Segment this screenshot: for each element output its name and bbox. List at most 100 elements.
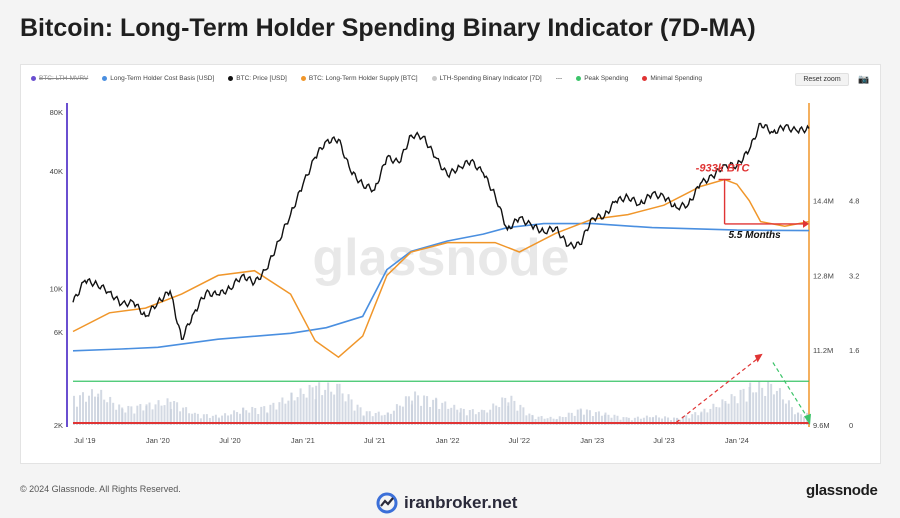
indicator-bar — [330, 391, 333, 425]
indicator-bar — [318, 382, 321, 425]
indicator-bar — [627, 417, 630, 425]
indicator-bar — [513, 400, 516, 425]
legend-item[interactable]: BTC: Price [USD] — [228, 75, 287, 82]
indicator-bar — [661, 418, 664, 425]
indicator-bar — [510, 395, 513, 425]
indicator-bar — [761, 387, 764, 425]
indicator-bar — [347, 394, 350, 425]
indicator-bar — [709, 408, 712, 425]
x-axis-tick-label: Jan '20 — [146, 436, 170, 445]
indicator-bar — [739, 389, 742, 425]
indicator-bar — [365, 411, 368, 425]
indicator-bar — [784, 403, 787, 425]
supply-axis-tick-label: 12.8M — [813, 271, 834, 280]
falling-arrow-head-icon — [804, 413, 811, 425]
indicator-bar — [166, 398, 169, 425]
indicator-bar — [507, 402, 510, 425]
indicator-bar — [633, 417, 636, 425]
indicator-bar — [139, 404, 142, 425]
indicator-bar — [103, 399, 106, 425]
legend-label: BTC: LTH-MVRV — [39, 74, 89, 82]
indicator-bar — [248, 412, 251, 425]
indicator-bar — [468, 410, 471, 425]
indicator-bar — [525, 415, 528, 425]
indicator-bar — [642, 417, 645, 425]
supply-axis-tick-label: 14.4M — [813, 197, 834, 206]
indicator-bar — [764, 395, 767, 425]
indicator-bar — [350, 399, 353, 425]
legend-item[interactable]: Peak Spending — [576, 75, 628, 82]
indicator-bar — [185, 407, 188, 425]
indicator-bar — [202, 414, 205, 425]
camera-icon[interactable]: 📷 — [858, 74, 870, 84]
indicator-bar — [327, 382, 330, 425]
indicator-bar — [742, 388, 745, 425]
indicator-bar — [483, 410, 486, 425]
indicator-bar — [758, 381, 761, 425]
legend-label: BTC: Long-Term Holder Supply [BTC] — [308, 74, 418, 82]
reset-zoom-button[interactable]: Reset zoom — [795, 73, 849, 86]
indicator-bar — [456, 409, 459, 425]
indicator-bar — [299, 388, 302, 425]
indicator-bar — [293, 400, 296, 425]
legend-label: Minimal Spending — [650, 74, 702, 82]
indicator-bar — [492, 403, 495, 425]
indicator-bar — [755, 392, 758, 425]
indicator-bar — [652, 416, 655, 425]
indicator-bar — [703, 408, 706, 425]
legend-item[interactable]: BTC: Long-Term Holder Supply [BTC] — [300, 74, 418, 82]
indicator-bar — [576, 409, 579, 425]
indicator-bar — [691, 414, 694, 425]
indicator-bar — [607, 414, 610, 425]
indicator-bar — [115, 409, 118, 425]
indicator-bar — [616, 415, 619, 425]
legend-label: BTC: Price [USD] — [236, 74, 287, 82]
legend-dot-icon — [576, 75, 582, 81]
indicator-bar — [284, 403, 287, 425]
indicator-bar — [727, 403, 730, 425]
legend-item[interactable]: --- — [556, 75, 563, 82]
indicator-bar — [254, 408, 257, 425]
legend-item[interactable]: Long-Term Holder Cost Basis [USD] — [102, 75, 214, 82]
indicator-bar — [196, 413, 199, 425]
legend-item[interactable]: Minimal Spending — [642, 75, 702, 82]
indicator-bar — [700, 411, 703, 425]
indicator-bar — [501, 397, 504, 425]
indicator-bar — [109, 396, 112, 425]
indicator-bar — [736, 403, 739, 425]
indicator-bar — [528, 413, 531, 425]
indicator-bar — [296, 397, 299, 425]
indicator-bar — [121, 408, 124, 425]
page-title: Bitcoin: Long-Term Holder Spending Binar… — [20, 14, 756, 42]
indicator-bar — [673, 417, 676, 425]
indicator-bar — [770, 383, 773, 425]
indicator-bar — [227, 415, 230, 425]
indicator-bar — [426, 396, 429, 425]
indicator-bar — [522, 407, 525, 425]
left-axis-tick-label: 6K — [54, 328, 63, 337]
duration-annotation-label: 5.5 Months — [728, 230, 781, 241]
indicator-bar — [395, 404, 398, 425]
legend-item[interactable]: LTH-Spending Binary Indicator [7D] — [431, 75, 542, 82]
indicator-bar — [157, 400, 160, 425]
indicator-bar — [772, 394, 775, 425]
indicator-bar — [486, 412, 489, 425]
indicator-bar — [272, 402, 275, 425]
legend-item[interactable]: BTC: LTH-MVRV — [31, 75, 88, 82]
indicator-bar — [597, 411, 600, 425]
indicator-bar — [800, 414, 803, 425]
indicator-bar — [438, 408, 441, 425]
indicator-bar — [193, 412, 196, 425]
indicator-bar — [91, 389, 93, 425]
indicator-bar — [495, 405, 498, 425]
indicator-bar — [118, 404, 121, 425]
indicator-bar — [124, 412, 127, 425]
indicator-bar — [368, 411, 371, 425]
indicator-bar — [148, 402, 151, 425]
indicator-bar — [429, 406, 432, 425]
indicator-bar — [359, 407, 362, 425]
indicator-bar — [447, 408, 450, 425]
x-axis-tick-label: Jan '22 — [436, 436, 460, 445]
indicator-bar — [100, 389, 103, 425]
brand-left[interactable]: iranbroker.net — [376, 492, 517, 514]
